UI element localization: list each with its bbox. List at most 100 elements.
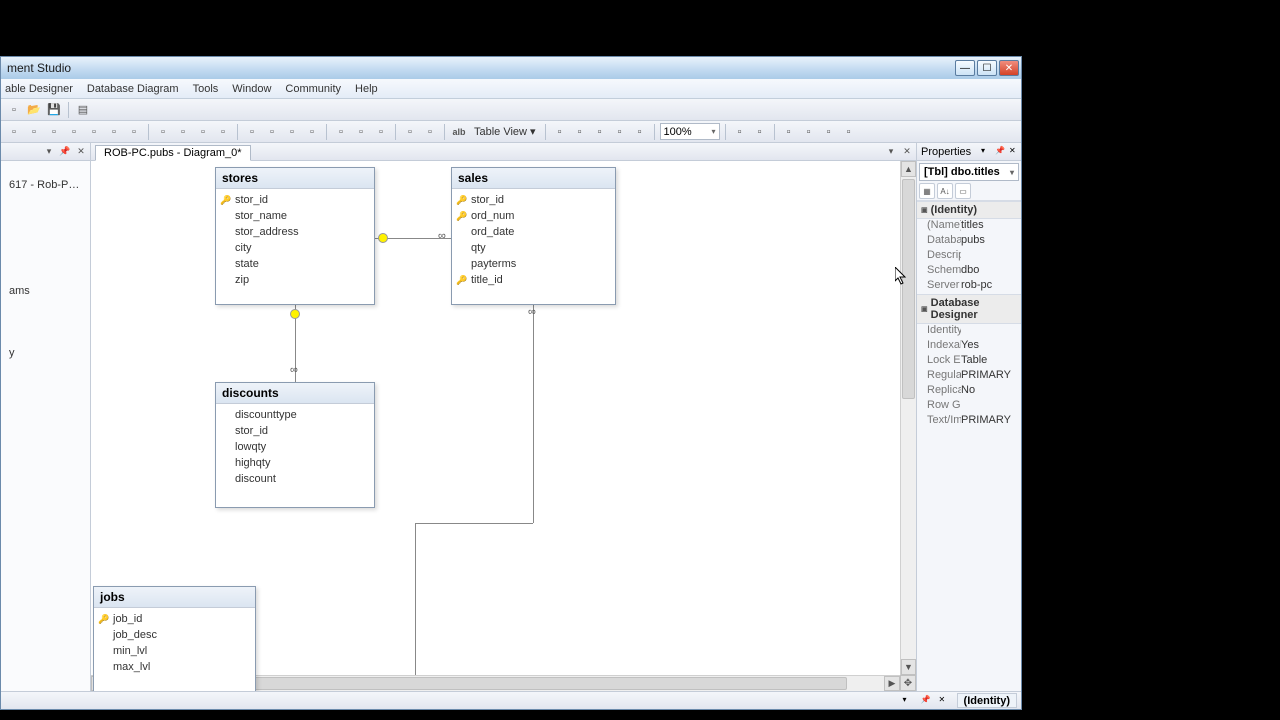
prop-page-icon[interactable]: ▭ (955, 183, 971, 199)
column-discount[interactable]: discount (216, 471, 374, 487)
tb-icon-14[interactable]: ▫ (283, 123, 301, 141)
maximize-button[interactable]: ☐ (977, 60, 997, 76)
column-ord_num[interactable]: 🔑ord_num (452, 208, 615, 224)
properties-grid[interactable]: (Identity)(Name)titlesDatabaspubsDescrip… (917, 201, 1021, 691)
close-button[interactable]: ✕ (999, 60, 1019, 76)
prop-row[interactable]: ReplicatNo (917, 384, 1021, 399)
prop-row[interactable]: IndexablYes (917, 339, 1021, 354)
prop-row[interactable]: Text/ImPRIMARY (917, 414, 1021, 429)
prop-category[interactable]: Database Designer (917, 294, 1021, 324)
tb-icon-12[interactable]: ▫ (243, 123, 261, 141)
tb-icon-15[interactable]: ▫ (303, 123, 321, 141)
tb-icon-23[interactable]: ▫ (591, 123, 609, 141)
column-max_lvl[interactable]: max_lvl (94, 659, 255, 675)
categorized-icon[interactable]: ▦ (919, 183, 935, 199)
prop-row[interactable]: RegularPRIMARY (917, 369, 1021, 384)
column-ord_date[interactable]: ord_date (452, 224, 615, 240)
prop-row[interactable]: Identity (917, 324, 1021, 339)
tb-icon-25[interactable]: ▫ (631, 123, 649, 141)
status-pin-icon[interactable]: 📌 (921, 695, 933, 707)
tb-icon[interactable]: ▫ (5, 123, 23, 141)
tb-icon-22[interactable]: ▫ (571, 123, 589, 141)
column-state[interactable]: state (216, 256, 374, 272)
tb-icon-24[interactable]: ▫ (611, 123, 629, 141)
tb-icon-5[interactable]: ▫ (85, 123, 103, 141)
tab-close-icon[interactable]: ✕ (900, 145, 914, 159)
menu-item-help[interactable]: Help (355, 83, 378, 95)
menu-item-window[interactable]: Window (232, 83, 271, 95)
column-title_id[interactable]: 🔑title_id (452, 272, 615, 288)
tab-dropdown-icon[interactable]: ▾ (884, 145, 898, 159)
tb-icon-8[interactable]: ▫ (154, 123, 172, 141)
column-job_desc[interactable]: job_desc (94, 627, 255, 643)
dropdown-icon[interactable]: ▾ (981, 146, 993, 158)
tb-icon-31[interactable]: ▫ (840, 123, 858, 141)
tb-icon-29[interactable]: ▫ (800, 123, 818, 141)
tb-icon-11[interactable]: ▫ (214, 123, 232, 141)
dropdown-icon[interactable]: ▾ (42, 145, 56, 159)
prop-row[interactable]: Schemadbo (917, 264, 1021, 279)
column-stor_id[interactable]: 🔑stor_id (452, 192, 615, 208)
tb-icon-18[interactable]: ▫ (372, 123, 390, 141)
prop-category[interactable]: (Identity) (917, 201, 1021, 219)
tb-icon-20[interactable]: ▫ (421, 123, 439, 141)
title-bar[interactable]: ment Studio — ☐ ✕ (1, 57, 1021, 79)
prop-row[interactable]: Row GUI (917, 399, 1021, 414)
diagram-canvas[interactable]: ∞ ∞ ∞ ▲ ▼ ◀ ▶ (91, 161, 916, 691)
column-highqty[interactable]: highqty (216, 455, 374, 471)
zoom-combo[interactable]: 100% (660, 123, 720, 140)
column-stor_id[interactable]: 🔑stor_id (216, 192, 374, 208)
column-min_lvl[interactable]: min_lvl (94, 643, 255, 659)
tab-diagram[interactable]: ROB-PC.pubs - Diagram_0* (95, 145, 251, 161)
column-stor_id[interactable]: stor_id (216, 423, 374, 439)
tb-icon-21[interactable]: ▫ (551, 123, 569, 141)
table-view-dropdown[interactable]: Table View ▾ (470, 125, 540, 138)
table-stores[interactable]: stores🔑stor_idstor_namestor_addresscitys… (215, 167, 375, 305)
tb-icon-6[interactable]: ▫ (105, 123, 123, 141)
table-jobs[interactable]: jobs🔑job_idjob_descmin_lvlmax_lvl (93, 586, 256, 691)
column-discounttype[interactable]: discounttype (216, 407, 374, 423)
table-sales[interactable]: sales🔑stor_id🔑ord_numord_dateqtypayterms… (451, 167, 616, 305)
column-lowqty[interactable]: lowqty (216, 439, 374, 455)
tb-icon-26[interactable]: ▫ (731, 123, 749, 141)
prop-row[interactable]: Server Nrob-pc (917, 279, 1021, 294)
pin-icon[interactable]: 📌 (58, 145, 72, 159)
column-zip[interactable]: zip (216, 272, 374, 288)
status-dropdown-icon[interactable]: ▾ (903, 695, 915, 707)
prop-row[interactable]: Databaspubs (917, 234, 1021, 249)
pan-icon[interactable]: ✥ (900, 675, 916, 691)
tb-icon-13[interactable]: ▫ (263, 123, 281, 141)
column-city[interactable]: city (216, 240, 374, 256)
tree-node-diagrams[interactable]: ams (1, 281, 90, 301)
prop-row[interactable]: Lock EscTable (917, 354, 1021, 369)
open-icon[interactable]: 📂 (25, 101, 43, 119)
prop-row[interactable]: (Name)titles (917, 219, 1021, 234)
column-stor_address[interactable]: stor_address (216, 224, 374, 240)
menu-item-table-designer[interactable]: able Designer (5, 83, 73, 95)
close-icon[interactable]: ✕ (1009, 146, 1021, 158)
tb-icon-16[interactable]: ▫ (332, 123, 350, 141)
tb-icon-3[interactable]: ▫ (45, 123, 63, 141)
tb-icon-10[interactable]: ▫ (194, 123, 212, 141)
table-discounts[interactable]: discountsdiscounttypestor_idlowqtyhighqt… (215, 382, 375, 508)
tb-icon-7[interactable]: ▫ (125, 123, 143, 141)
vertical-scrollbar[interactable]: ▲ ▼ (900, 161, 916, 675)
tree-node-y[interactable]: y (1, 343, 90, 363)
properties-object-combo[interactable]: [Tbl] dbo.titles (919, 163, 1019, 181)
column-qty[interactable]: qty (452, 240, 615, 256)
tool-icon[interactable]: ▤ (74, 101, 92, 119)
tb-icon-19[interactable]: ▫ (401, 123, 419, 141)
pin-icon[interactable]: 📌 (995, 146, 1007, 158)
tb-icon-4[interactable]: ▫ (65, 123, 83, 141)
menu-item-tools[interactable]: Tools (193, 83, 219, 95)
tb-icon-28[interactable]: ▫ (780, 123, 798, 141)
minimize-button[interactable]: — (955, 60, 975, 76)
column-payterms[interactable]: payterms (452, 256, 615, 272)
close-icon[interactable]: ✕ (74, 145, 88, 159)
tb-icon-27[interactable]: ▫ (751, 123, 769, 141)
tb-icon-17[interactable]: ▫ (352, 123, 370, 141)
new-icon[interactable]: ▫ (5, 101, 23, 119)
prop-row[interactable]: Descript (917, 249, 1021, 264)
column-job_id[interactable]: 🔑job_id (94, 611, 255, 627)
menu-item-database-diagram[interactable]: Database Diagram (87, 83, 179, 95)
